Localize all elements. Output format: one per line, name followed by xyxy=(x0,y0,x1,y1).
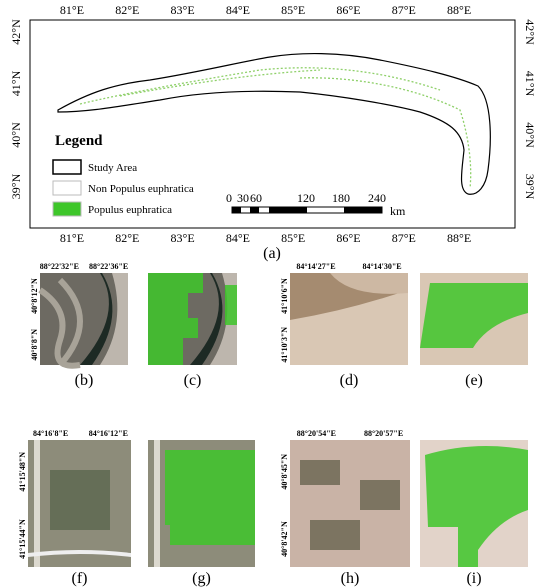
lat-label: 39°N xyxy=(9,173,23,199)
populus-trace xyxy=(79,67,472,189)
caption: (b) xyxy=(75,372,94,389)
lon-label: 83°E xyxy=(171,3,195,17)
caption: (f) xyxy=(72,570,88,587)
coord-label: 40°8'45"N xyxy=(280,454,289,490)
lon-label: 85°E xyxy=(281,231,305,245)
image-g xyxy=(148,440,255,567)
lon-label: 88°E xyxy=(447,3,471,17)
image-d xyxy=(290,273,408,365)
lat-label: 39°N xyxy=(523,174,537,200)
scale-label: 30 xyxy=(237,191,249,205)
coord-label: 84°16'8"E xyxy=(33,429,68,438)
scale-bar xyxy=(231,206,383,214)
image-i xyxy=(420,440,528,567)
caption: (a) xyxy=(263,245,281,262)
coord-label: 84°16'12"E xyxy=(89,429,128,438)
coord-label: 41°15'48"N xyxy=(18,452,27,492)
legend-title: Legend xyxy=(55,133,103,149)
caption: (h) xyxy=(341,570,360,587)
lat-label: 41°N xyxy=(523,71,537,97)
coord-label: 40°8'12"N xyxy=(30,278,39,314)
lon-label: 81°E xyxy=(60,3,84,17)
image-e xyxy=(420,273,528,365)
coord-label: 88°20'54"E xyxy=(297,429,336,438)
lat-label: 40°N xyxy=(523,122,537,148)
image-c xyxy=(148,273,237,365)
lon-label: 83°E xyxy=(171,231,195,245)
legend-swatch xyxy=(52,201,82,217)
lon-label: 88°E xyxy=(447,231,471,245)
legend-swatch xyxy=(52,180,82,196)
lat-label: 42°N xyxy=(9,19,23,45)
legend-item: Populus euphratica xyxy=(88,204,172,216)
lon-label: 81°E xyxy=(60,231,84,245)
image-b xyxy=(38,273,128,369)
coord-label: 41°15'44"N xyxy=(18,519,27,559)
scale-label: 0 xyxy=(226,191,232,205)
lon-label: 87°E xyxy=(392,231,416,245)
scale-label: 240 xyxy=(368,191,386,205)
scale-label: 120 xyxy=(297,191,315,205)
coord-label: 84°14'27"E xyxy=(296,262,335,271)
lat-label: 40°N xyxy=(9,122,23,148)
lon-label: 82°E xyxy=(115,3,139,17)
lon-label: 85°E xyxy=(281,3,305,17)
coord-label: 41°10'3"N xyxy=(280,327,289,363)
image-f xyxy=(28,440,131,567)
caption: (i) xyxy=(466,570,481,587)
coord-label: 84°14'30"E xyxy=(362,262,401,271)
coord-label: 88°22'32"E xyxy=(40,262,79,271)
legend-item: Study Area xyxy=(88,162,137,174)
caption: (d) xyxy=(340,372,359,389)
lon-label: 84°E xyxy=(226,3,250,17)
coord-label: 40°8'8"N xyxy=(30,329,39,361)
lon-label: 84°E xyxy=(226,231,250,245)
lon-label: 82°E xyxy=(115,231,139,245)
caption: (c) xyxy=(184,372,202,389)
image-h xyxy=(290,440,410,567)
caption: (e) xyxy=(465,372,483,389)
coord-label: 88°22'36"E xyxy=(89,262,128,271)
caption: (g) xyxy=(192,570,211,587)
legend-item: Non Populus euphratica xyxy=(88,183,194,195)
lon-label: 86°E xyxy=(336,231,360,245)
coord-label: 41°10'6"N xyxy=(280,278,289,314)
lat-label: 41°N xyxy=(9,70,23,96)
lon-label: 86°E xyxy=(336,3,360,17)
lat-label: 42°N xyxy=(523,19,537,45)
scale-label: 180 xyxy=(332,191,350,205)
study-area xyxy=(57,52,491,195)
coord-label: 40°8'42"N xyxy=(280,521,289,557)
scale-unit: km xyxy=(390,204,406,218)
scale-label: 60 xyxy=(250,191,262,205)
coord-label: 88°20'57"E xyxy=(364,429,403,438)
map-frame xyxy=(29,19,516,229)
lon-label: 87°E xyxy=(392,3,416,17)
legend-swatch xyxy=(52,159,82,175)
